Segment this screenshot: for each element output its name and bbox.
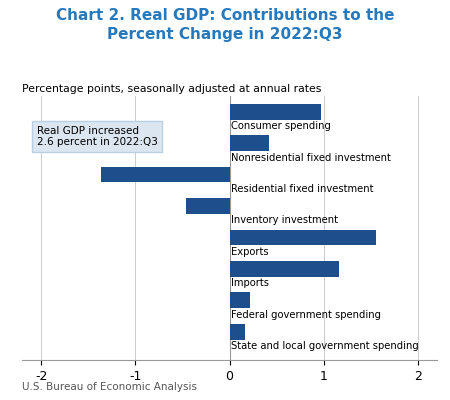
Bar (101, 167, 230, 182)
Text: Exports: Exports (231, 247, 269, 257)
Bar (230, 104, 321, 120)
Text: State and local government spending: State and local government spending (231, 341, 419, 351)
Text: Residential fixed investment: Residential fixed investment (231, 184, 374, 194)
Text: Consumer spending: Consumer spending (231, 121, 331, 131)
Text: Real GDP increased
2.6 percent in 2022:Q3: Real GDP increased 2.6 percent in 2022:Q… (36, 126, 158, 148)
Text: Nonresidential fixed investment: Nonresidential fixed investment (231, 152, 391, 162)
Text: U.S. Bureau of Economic Analysis: U.S. Bureau of Economic Analysis (22, 382, 198, 392)
Bar (230, 261, 339, 277)
Bar (186, 198, 230, 214)
Bar (230, 292, 250, 308)
Text: Imports: Imports (231, 278, 270, 288)
Bar (230, 230, 376, 245)
Text: Federal government spending: Federal government spending (231, 310, 382, 320)
Text: Percentage points, seasonally adjusted at annual rates: Percentage points, seasonally adjusted a… (22, 84, 322, 94)
Bar (230, 324, 246, 340)
Text: Chart 2. Real GDP: Contributions to the
Percent Change in 2022:Q3: Chart 2. Real GDP: Contributions to the … (56, 8, 394, 42)
Bar (230, 135, 269, 151)
Text: Inventory investment: Inventory investment (231, 216, 338, 226)
